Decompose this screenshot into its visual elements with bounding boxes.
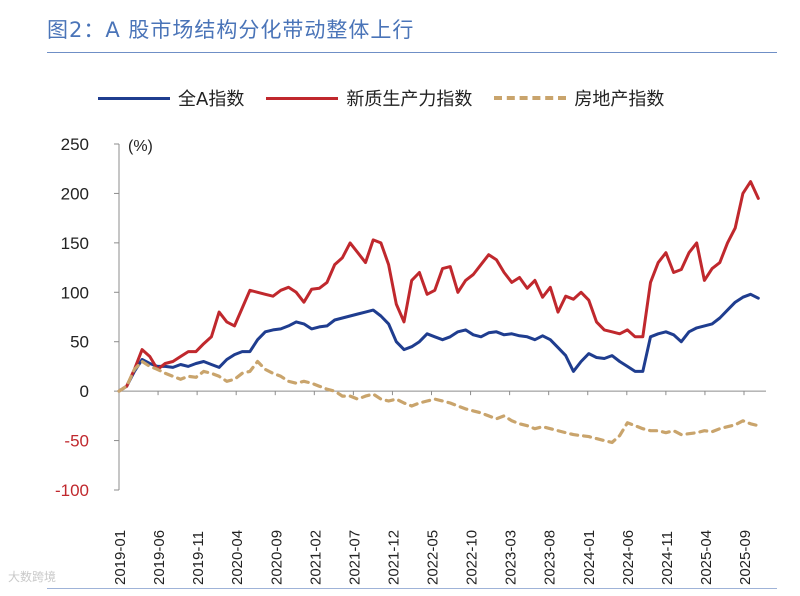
chart-legend: 全A指数 新质生产力指数 房地产指数: [98, 86, 686, 110]
x-tick-label: 2024-11: [659, 531, 676, 585]
watermark: 大数跨境: [8, 570, 57, 584]
legend-swatch-new-productive: [266, 96, 339, 100]
y-tick-label: 100: [61, 283, 89, 302]
legend-swatch-real-estate: [494, 96, 567, 100]
legend-item-real-estate: 房地产指数: [494, 85, 664, 111]
y-tick-label: 250: [61, 135, 89, 154]
y-axis-label: (%): [128, 138, 153, 155]
x-tick-label: 2023-08: [542, 530, 559, 585]
y-tick-label: 200: [61, 184, 89, 203]
x-tick-label: 2024-01: [581, 530, 598, 585]
x-tick-label: 2019-01: [112, 530, 129, 585]
y-tick-label: 150: [61, 234, 89, 253]
x-tick-label: 2025-09: [737, 530, 754, 585]
x-tick-label: 2025-04: [698, 530, 715, 585]
legend-item-all-a: 全A指数: [98, 85, 244, 111]
x-tick-label: 2021-02: [307, 530, 324, 585]
y-tick-label: 0: [80, 382, 89, 401]
x-tick-label: 2023-03: [503, 530, 520, 585]
legend-label-all-a: 全A指数: [178, 89, 245, 110]
legend-item-new-productive: 新质生产力指数: [266, 85, 472, 111]
x-tick-label: 2020-04: [229, 530, 246, 585]
legend-label-real-estate: 房地产指数: [574, 89, 665, 110]
x-tick-label: 2022-05: [425, 530, 442, 585]
series-line-new-productive: [117, 180, 760, 393]
x-tick-label: 2019-06: [151, 530, 168, 585]
y-tick-label: -50: [64, 432, 89, 451]
series-line-real-estate: [117, 359, 760, 445]
y-tick-label: 50: [70, 333, 89, 352]
x-tick-label: 2024-06: [620, 530, 637, 585]
x-tick-label: 2019-11: [190, 531, 207, 585]
bottom-divider: [47, 588, 777, 589]
y-tick-label: -100: [55, 481, 89, 500]
x-tick-label: 2020-09: [268, 530, 285, 585]
series-line-all-a: [117, 292, 760, 393]
legend-swatch-all-a: [98, 96, 170, 100]
x-tick-label: 2021-12: [385, 530, 402, 585]
x-tick-label: 2022-10: [464, 530, 481, 585]
title-divider: [47, 52, 777, 53]
legend-label-new-productive: 新质生产力指数: [346, 89, 473, 110]
x-tick-label: 2021-07: [346, 530, 363, 585]
chart-title: 图2：A 股市场结构分化带动整体上行: [47, 18, 415, 42]
